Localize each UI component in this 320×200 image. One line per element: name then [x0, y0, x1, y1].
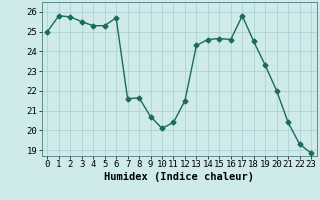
X-axis label: Humidex (Indice chaleur): Humidex (Indice chaleur): [104, 172, 254, 182]
